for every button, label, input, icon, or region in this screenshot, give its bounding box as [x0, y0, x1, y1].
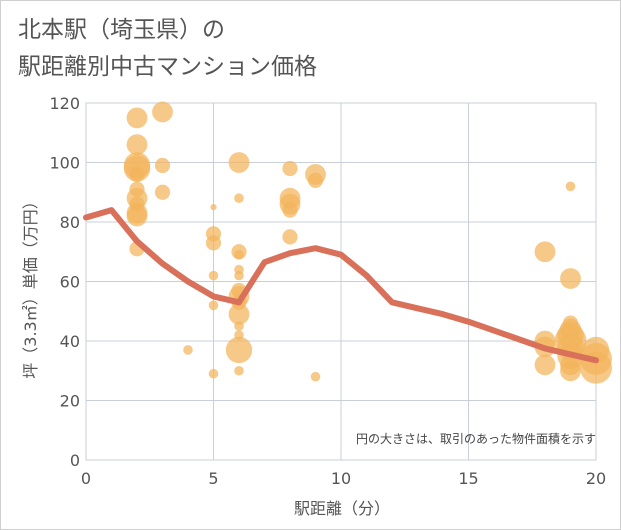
data-bubble	[210, 204, 217, 211]
data-bubble	[534, 354, 556, 376]
y-tick-label: 60	[60, 273, 80, 292]
y-tick-label: 40	[60, 332, 80, 351]
data-bubble	[234, 321, 244, 331]
data-bubble	[234, 270, 244, 281]
y-tick-label: 20	[60, 392, 80, 411]
data-bubble	[234, 193, 244, 203]
data-bubble	[183, 345, 193, 355]
x-tick-label: 0	[81, 469, 91, 488]
data-bubble	[154, 184, 171, 200]
data-bubble	[129, 166, 145, 182]
y-tick-label: 80	[60, 213, 80, 232]
data-bubble	[560, 360, 581, 382]
data-bubble	[307, 172, 324, 188]
bubble-series	[123, 101, 612, 384]
x-tick-label: 5	[208, 469, 218, 488]
data-bubble	[154, 157, 171, 174]
data-bubble	[534, 241, 556, 263]
grid-lines	[85, 102, 597, 461]
x-tick-labels: 0 5 10 15 20	[81, 469, 606, 488]
data-bubble	[152, 101, 173, 123]
x-tick-label: 15	[458, 469, 478, 488]
data-bubble	[310, 371, 321, 382]
data-bubble	[126, 107, 148, 129]
x-axis-title: 駅距離（分）	[294, 499, 390, 518]
y-axis-title: 坪（3.3㎡）単価（万円）	[21, 193, 40, 378]
data-bubble	[208, 368, 219, 379]
y-tick-label: 0	[70, 451, 80, 470]
data-bubble	[560, 268, 581, 289]
data-bubble	[208, 300, 219, 311]
average-price-line	[83, 207, 599, 364]
chart-title: 北本駅（埼玉県）の 駅距離別中古マンション価格	[18, 12, 317, 86]
y-tick-label: 100	[49, 154, 80, 173]
data-bubble	[126, 134, 148, 156]
data-bubble	[282, 160, 298, 177]
data-bubble	[126, 205, 148, 227]
data-bubble	[282, 229, 298, 245]
data-bubble	[282, 202, 298, 218]
data-bubble	[228, 152, 250, 173]
data-bubble	[205, 235, 222, 251]
data-bubble	[565, 181, 576, 192]
data-bubble	[228, 303, 250, 325]
data-bubble	[208, 270, 219, 281]
x-tick-label: 10	[331, 469, 351, 488]
chart-title-line-2: 駅距離別中古マンション価格	[18, 54, 317, 80]
data-bubble	[225, 336, 253, 364]
x-tick-label: 20	[586, 469, 606, 488]
chart-title-line-1: 北本駅（埼玉県）の	[18, 17, 225, 43]
y-tick-label: 120	[49, 94, 80, 113]
data-bubble	[234, 249, 244, 260]
y-tick-labels: 0 20 40 60 80 100 120	[49, 94, 80, 470]
data-bubble	[234, 365, 244, 376]
bubble-size-note: 円の大きさは、取引のあった物件面積を示す	[356, 431, 596, 446]
